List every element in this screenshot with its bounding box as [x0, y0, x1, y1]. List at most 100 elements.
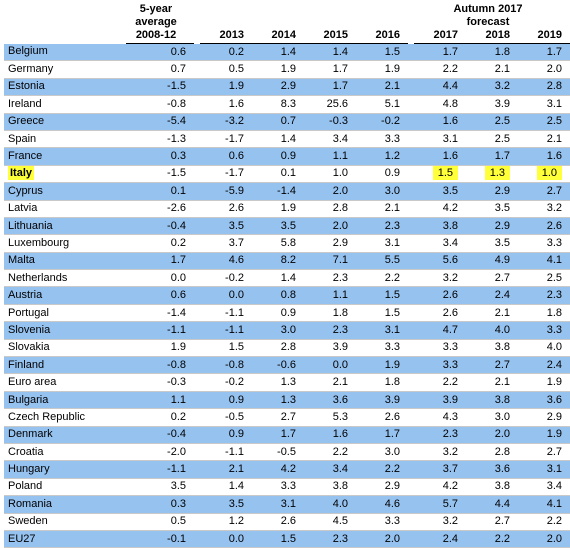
- forecast-value-cell: 2.8: [518, 78, 570, 97]
- forecast-value-cell: 1.3: [466, 165, 518, 184]
- value-cell: 3.3: [356, 130, 408, 149]
- forecast-value-cell: 3.5: [414, 182, 466, 201]
- country-name-cell: Luxembourg: [4, 234, 126, 253]
- forecast-value-cell: 3.0: [466, 408, 518, 427]
- table-row: Italy -1.5 -1.7 0.1 1.0 0.9 1.5 1.3 1.0: [4, 165, 570, 184]
- value-cell: 1.4: [252, 269, 304, 288]
- average-2008-12-cell: 3.5: [126, 478, 194, 497]
- value-cell: 2.6: [356, 408, 408, 427]
- value-cell: 2.6: [200, 200, 252, 218]
- forecast-value-cell: 2.9: [466, 217, 518, 236]
- average-2008-12-cell: 0.5: [126, 513, 194, 531]
- country-name-cell: Slovakia: [4, 339, 126, 358]
- value-cell: 2.9: [304, 234, 356, 253]
- forecast-value-cell: 2.3: [414, 426, 466, 444]
- value-cell: 1.9: [356, 60, 408, 79]
- forecast-value-cell: 2.1: [466, 60, 518, 79]
- forecast-value-cell: 3.7: [414, 460, 466, 479]
- table-row: Hungary -1.1 2.1 4.2 3.4 2.2 3.7 3.6 3.1: [4, 460, 570, 479]
- value-cell: 25.6: [304, 95, 356, 114]
- value-cell: 5.1: [356, 95, 408, 114]
- table-row: Belgium 0.6 0.2 1.4 1.4 1.5 1.7 1.8 1.7: [4, 43, 570, 62]
- forecast-value-cell: 1.7: [466, 147, 518, 166]
- value-cell: 4.6: [200, 252, 252, 271]
- forecast-value-cell: 3.6: [518, 390, 570, 410]
- value-cell: 2.0: [304, 182, 356, 201]
- forecast-value-cell: 2.0: [466, 426, 518, 444]
- average-2008-12-cell: -1.4: [126, 304, 194, 323]
- country-name-cell: Germany: [4, 60, 126, 79]
- table-row: Latvia -2.6 2.6 1.9 2.8 2.1 4.2 3.5 3.2: [4, 200, 570, 218]
- country-name-cell: Finland: [4, 356, 126, 375]
- average-2008-12-cell: -0.4: [126, 217, 194, 236]
- value-cell: 1.1: [304, 147, 356, 166]
- average-2008-12-cell: -1.5: [126, 78, 194, 97]
- table-row: EU27 -0.1 0.0 1.5 2.3 2.0 2.4 2.2 2.0: [4, 529, 570, 548]
- value-cell: 2.6: [252, 513, 304, 531]
- forecast-value-cell: 2.7: [466, 269, 518, 288]
- country-name-cell: Greece: [4, 113, 126, 131]
- forecast-value-cell: 3.8: [466, 339, 518, 358]
- table-row: Germany 0.7 0.5 1.9 1.7 1.9 2.2 2.1 2.0: [4, 60, 570, 79]
- table-row: Cyprus 0.1 -5.9 -1.4 2.0 3.0 3.5 2.9 2.7: [4, 182, 570, 201]
- forecast-value-cell: 2.1: [518, 130, 570, 149]
- country-name-cell: Hungary: [4, 460, 126, 479]
- forecast-value-cell: 2.9: [518, 408, 570, 427]
- forecast-value-cell: 2.5: [518, 269, 570, 288]
- forecast-value-cell: 2.9: [466, 182, 518, 201]
- forecast-value-cell: 2.4: [518, 356, 570, 375]
- forecast-value-cell: 3.8: [466, 478, 518, 497]
- value-cell: 2.9: [252, 78, 304, 97]
- table-row: Luxembourg 0.2 3.7 5.8 2.9 3.1 3.4 3.5 3.3: [4, 234, 570, 253]
- forecast-header-line1: Autumn 2017: [453, 3, 523, 15]
- average-2008-12-cell: 1.7: [126, 252, 194, 271]
- value-cell: 3.6: [304, 390, 356, 410]
- forecast-value-cell: 4.1: [518, 495, 570, 514]
- country-name-cell: Italy: [4, 165, 126, 184]
- forecast-value-cell: 5.7: [414, 495, 466, 514]
- value-cell: 1.1: [304, 286, 356, 305]
- average-2008-12-cell: -1.1: [126, 321, 194, 340]
- value-cell: 3.0: [252, 321, 304, 340]
- year-header-2018: 2018: [466, 29, 518, 44]
- value-cell: 3.5: [200, 217, 252, 236]
- forecast-value-cell: 3.2: [414, 513, 466, 531]
- table-row: Spain -1.3 -1.7 1.4 3.4 3.3 3.1 2.5 2.1: [4, 130, 570, 149]
- value-cell: 1.5: [356, 43, 408, 62]
- forecast-value-cell: 2.6: [414, 304, 466, 323]
- forecast-value-cell: 2.7: [466, 513, 518, 531]
- forecast-value-cell: 2.1: [466, 304, 518, 323]
- forecast-value-cell: 2.0: [518, 529, 570, 548]
- average-2008-12-cell: 0.6: [126, 286, 194, 305]
- country-name-cell: Ireland: [4, 95, 126, 114]
- value-cell: 5.8: [252, 234, 304, 253]
- value-cell: -0.3: [304, 113, 356, 131]
- average-2008-12-cell: -0.4: [126, 426, 194, 444]
- highlighted-value: 1.5: [432, 166, 458, 181]
- forecast-value-cell: 3.4: [414, 234, 466, 253]
- value-cell: 1.9: [252, 60, 304, 79]
- table-row: Slovakia 1.9 1.5 2.8 3.9 3.3 3.3 3.8 4.0: [4, 339, 570, 358]
- forecast-value-cell: 5.6: [414, 252, 466, 271]
- value-cell: 1.6: [200, 95, 252, 114]
- value-cell: 1.3: [252, 390, 304, 410]
- country-name-cell: Latvia: [4, 200, 126, 218]
- forecast-value-cell: 2.2: [518, 513, 570, 531]
- value-cell: 2.1: [304, 373, 356, 392]
- value-cell: -1.1: [200, 443, 252, 462]
- table-header: 5-year Autumn 2017 average forecast 2008…: [4, 3, 570, 44]
- value-cell: 3.3: [252, 478, 304, 497]
- average-2008-12-cell: -0.1: [126, 529, 194, 548]
- year-header-2019: 2019: [518, 29, 570, 44]
- value-cell: 3.9: [356, 390, 408, 410]
- forecast-value-cell: 2.2: [414, 60, 466, 79]
- forecast-value-cell: 3.9: [466, 95, 518, 114]
- forecast-value-cell: 3.1: [518, 460, 570, 479]
- forecast-value-cell: 2.4: [414, 529, 466, 548]
- forecast-value-cell: 1.6: [414, 147, 466, 166]
- value-cell: 2.2: [356, 269, 408, 288]
- forecast-value-cell: 3.3: [414, 356, 466, 375]
- average-2008-12-cell: -2.0: [126, 443, 194, 462]
- average-2008-12-cell: 0.7: [126, 60, 194, 79]
- forecast-value-cell: 3.5: [466, 234, 518, 253]
